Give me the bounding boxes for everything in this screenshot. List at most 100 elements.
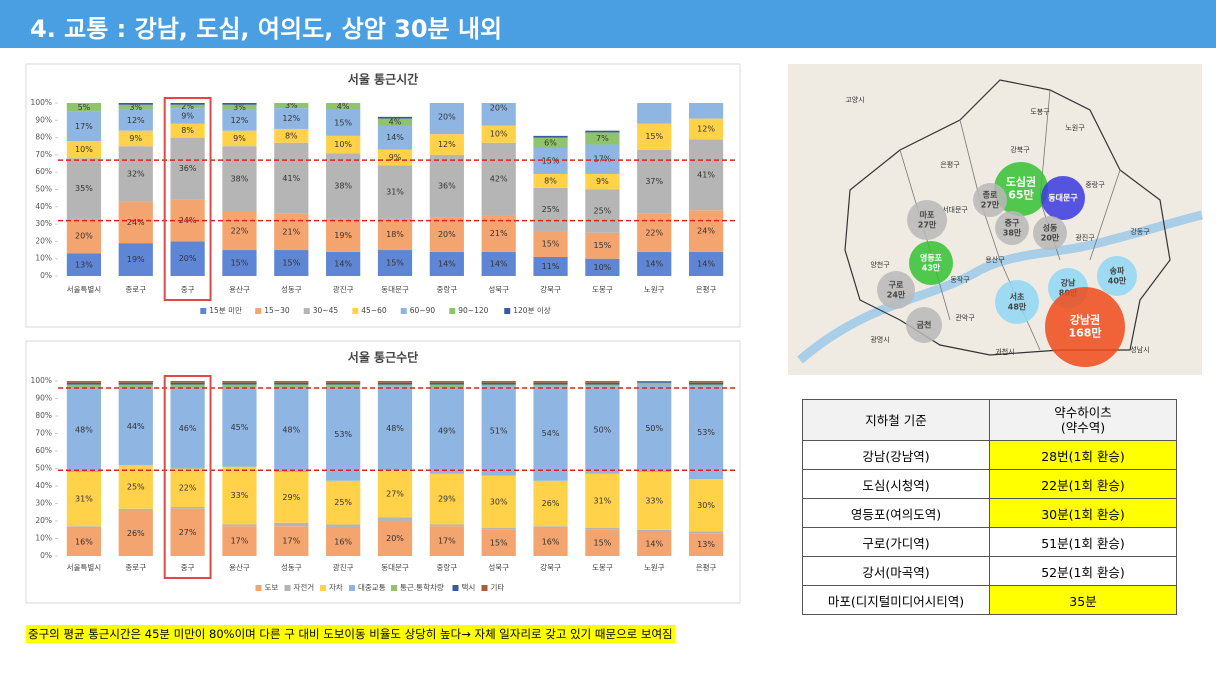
value-label: 15% (282, 259, 300, 268)
bar-segment (688, 479, 724, 532)
value-label: 13% (697, 540, 715, 549)
legend-swatch (200, 308, 207, 314)
bar-segment (118, 382, 153, 385)
value-label: 10% (75, 145, 93, 154)
x-tick-label: 성동구 (281, 563, 302, 572)
value-label: 21% (490, 229, 508, 238)
x-tick-label: 중랑구 (436, 563, 457, 572)
table-cell: 구로(가디역) (802, 527, 990, 557)
value-label: 22% (645, 228, 663, 237)
bar-segment (585, 130, 620, 133)
value-label: 20% (438, 230, 456, 239)
bar-segment (637, 384, 672, 472)
bar-segment (637, 382, 672, 385)
bar-segment (66, 158, 102, 219)
value-label: 25% (593, 207, 611, 216)
legend-label: 자차 (329, 583, 343, 592)
value-label: 26% (542, 499, 560, 508)
bar-segment (170, 384, 205, 388)
header-cell: 지하철 기준 (802, 399, 990, 441)
legend-swatch (449, 308, 456, 314)
value-label: 41% (282, 174, 300, 183)
legend-label: 통근.통학차량 (400, 582, 444, 592)
value-label: 26% (127, 529, 145, 538)
bar-segment (118, 109, 153, 131)
legend-swatch (481, 585, 488, 591)
bar-segment (222, 103, 257, 105)
value-label: 12% (231, 116, 249, 125)
value-label: 53% (334, 430, 352, 439)
value-label: 14% (490, 259, 508, 268)
bar-segment (326, 109, 361, 136)
bar-segment (377, 386, 413, 471)
value-label: 14% (645, 539, 663, 548)
value-label: 31% (593, 496, 611, 505)
note: 중구의 평균 통근시간은 45분 미만이 80%이며 다른 구 대비 도보이동 … (26, 625, 675, 643)
highlight-box (163, 97, 212, 301)
district-label: 성남시 (1130, 345, 1149, 354)
bar-segment (66, 384, 102, 388)
legend-label: 자전거 (294, 582, 315, 592)
bar-segment (533, 382, 568, 385)
table-row: 강남(강남역) 28번(1회 환승) (802, 440, 1177, 470)
bar-segment (66, 388, 102, 472)
bar-segment (481, 103, 516, 126)
value-label: 14% (334, 259, 352, 268)
bar-segment (688, 531, 724, 534)
chart-title: 서울 통근시간 (348, 72, 418, 87)
value-label: 8% (544, 176, 557, 185)
bar-segment (481, 142, 516, 216)
bar-segment (222, 381, 257, 383)
value-label: 30% (697, 501, 715, 510)
bar-segment (326, 153, 361, 219)
value-label: 20% (490, 104, 508, 113)
bar-segment (688, 382, 724, 385)
bubble-name: 서초 (1010, 292, 1025, 302)
district-label: 용산구 (985, 255, 1005, 264)
bar-segment (377, 382, 413, 385)
x-tick-label: 중구 (181, 285, 195, 294)
bar-segment (170, 382, 205, 385)
value-label: 29% (282, 493, 300, 502)
legend-swatch (452, 585, 459, 591)
legend-label: 15분 미만 (209, 306, 242, 315)
value-label: 14% (438, 259, 456, 268)
y-tick-label: 30% (35, 499, 52, 508)
bar-segment (274, 128, 309, 143)
bar-segment (326, 135, 361, 154)
legend-swatch (400, 308, 407, 314)
bar-segment (118, 243, 153, 276)
value-label: 7% (596, 134, 609, 143)
value-label: 4% (389, 118, 402, 127)
value-label: 49% (438, 426, 456, 435)
y-tick-label: 60% (35, 446, 52, 455)
bar-segment (118, 146, 153, 202)
value-label: 15% (593, 538, 611, 547)
value-label: 32% (127, 169, 145, 178)
y-tick-label: 50% (35, 185, 52, 194)
commute-table: 지하철 기준 약수하이츠 (약수역) 강남(강남역) 28번(1회 환승) 도심(시청역… (802, 399, 1177, 615)
y-tick-label: 30% (35, 219, 52, 228)
x-tick-label: 동대문구 (381, 563, 409, 572)
y-tick-label: 100% (31, 376, 52, 385)
bar-segment (429, 473, 464, 525)
value-label: 24% (697, 227, 715, 236)
legend-label: 45~60 (361, 306, 387, 315)
bar-segment (222, 211, 257, 251)
value-label: 3% (233, 103, 246, 112)
value-label: 12% (282, 114, 300, 123)
x-tick-label: 용산구 (229, 284, 250, 294)
bar-segment (170, 388, 205, 469)
legend-swatch (255, 585, 262, 591)
x-tick-label: 종로구 (125, 285, 146, 294)
value-label: 21% (282, 227, 300, 236)
bar-segment (274, 382, 309, 385)
bar-segment (481, 125, 516, 143)
x-tick-label: 은평구 (696, 284, 717, 294)
value-label: 30% (490, 497, 508, 506)
bar-segment (688, 381, 724, 383)
y-tick-label: 10% (35, 254, 52, 263)
bar-segment (688, 533, 724, 556)
map-bubble (1097, 256, 1137, 296)
